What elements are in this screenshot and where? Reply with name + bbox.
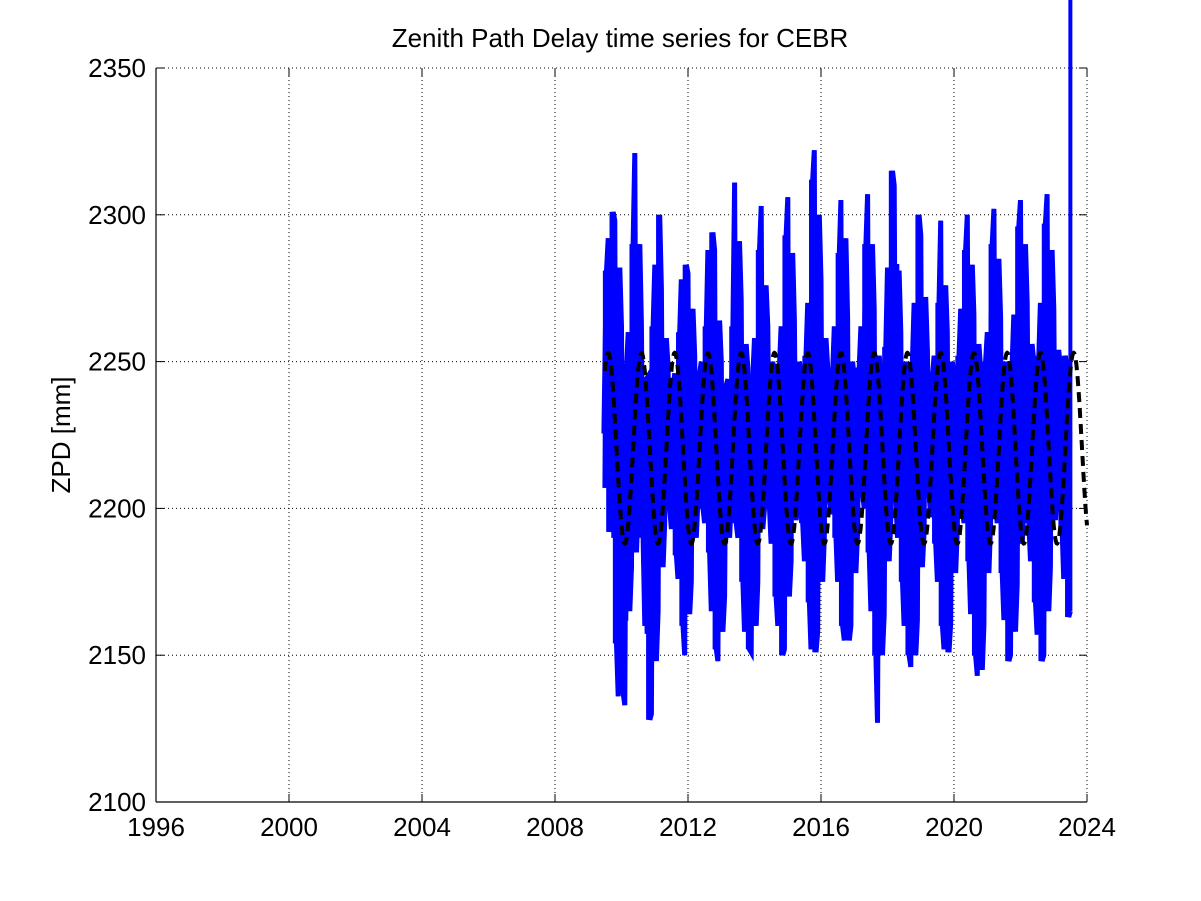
x-tick-label: 2016: [792, 812, 850, 842]
x-tick-label: 2020: [925, 812, 983, 842]
x-tick-label: 1996: [127, 812, 185, 842]
y-tick-label: 2150: [88, 640, 146, 670]
x-tick-label: 2008: [526, 812, 584, 842]
y-tick-label: 2200: [88, 493, 146, 523]
y-tick-label: 2350: [88, 53, 146, 83]
x-tick-label: 2004: [393, 812, 451, 842]
axes: [155, 67, 1088, 803]
y-axis-label: ZPD [mm]: [46, 377, 76, 494]
y-tick-label: 2300: [88, 200, 146, 230]
x-tick-label: 2000: [260, 812, 318, 842]
zpd-model-line: [602, 350, 1089, 546]
tick-labels: 1996 2000 2004 2008 2012 2016 2020 2024 2100 2150…: [88, 53, 1116, 842]
y-tick-label: 2250: [88, 347, 146, 377]
chart-title: Zenith Path Delay time series for CEBR: [392, 23, 849, 53]
y-tick-label: 2100: [88, 787, 146, 817]
x-tick-label: 2012: [659, 812, 717, 842]
series-layer: [601, 0, 1089, 723]
x-tick-label: 2024: [1058, 812, 1116, 842]
